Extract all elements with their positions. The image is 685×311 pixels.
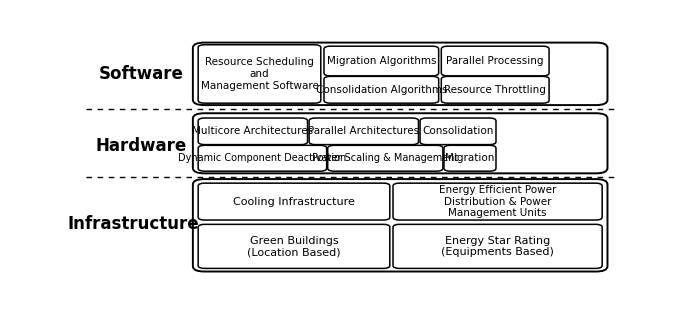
- FancyBboxPatch shape: [327, 145, 443, 171]
- Text: Multicore Architectures: Multicore Architectures: [192, 126, 314, 136]
- FancyBboxPatch shape: [393, 224, 602, 268]
- Text: Energy Star Rating
(Equipments Based): Energy Star Rating (Equipments Based): [441, 235, 554, 257]
- Text: Parallel Processing: Parallel Processing: [447, 56, 544, 66]
- Text: Dynamic Component Deactivation: Dynamic Component Deactivation: [178, 153, 347, 163]
- Text: Hardware: Hardware: [96, 137, 187, 155]
- FancyBboxPatch shape: [198, 224, 390, 268]
- Text: Green Buildings
(Location Based): Green Buildings (Location Based): [247, 235, 341, 257]
- FancyBboxPatch shape: [198, 118, 308, 145]
- FancyBboxPatch shape: [193, 179, 608, 272]
- Text: Energy Efficient Power
Distribution & Power
Management Units: Energy Efficient Power Distribution & Po…: [439, 185, 556, 218]
- FancyBboxPatch shape: [444, 145, 496, 171]
- Text: Consolidation: Consolidation: [423, 126, 494, 136]
- Text: Consolidation Algorithms: Consolidation Algorithms: [316, 85, 447, 95]
- FancyBboxPatch shape: [324, 77, 438, 103]
- FancyBboxPatch shape: [441, 77, 549, 103]
- FancyBboxPatch shape: [198, 183, 390, 220]
- Text: Software: Software: [99, 65, 184, 83]
- FancyBboxPatch shape: [193, 43, 608, 105]
- Text: Infrastructure: Infrastructure: [68, 215, 199, 233]
- FancyBboxPatch shape: [198, 45, 321, 103]
- Text: Parallel Architectures: Parallel Architectures: [308, 126, 419, 136]
- FancyBboxPatch shape: [324, 46, 438, 76]
- Text: Resource Scheduling
and
Management Software: Resource Scheduling and Management Softw…: [201, 57, 319, 91]
- Text: Migration Algorithms: Migration Algorithms: [327, 56, 436, 66]
- Text: Cooling Infrastructure: Cooling Infrastructure: [233, 197, 355, 207]
- Text: Resource Throttling: Resource Throttling: [445, 85, 546, 95]
- FancyBboxPatch shape: [193, 113, 608, 173]
- FancyBboxPatch shape: [198, 145, 327, 171]
- FancyBboxPatch shape: [420, 118, 496, 145]
- Text: Power Scaling & Management: Power Scaling & Management: [312, 153, 458, 163]
- FancyBboxPatch shape: [309, 118, 419, 145]
- FancyBboxPatch shape: [393, 183, 602, 220]
- Text: Migration: Migration: [445, 153, 495, 163]
- FancyBboxPatch shape: [441, 46, 549, 76]
